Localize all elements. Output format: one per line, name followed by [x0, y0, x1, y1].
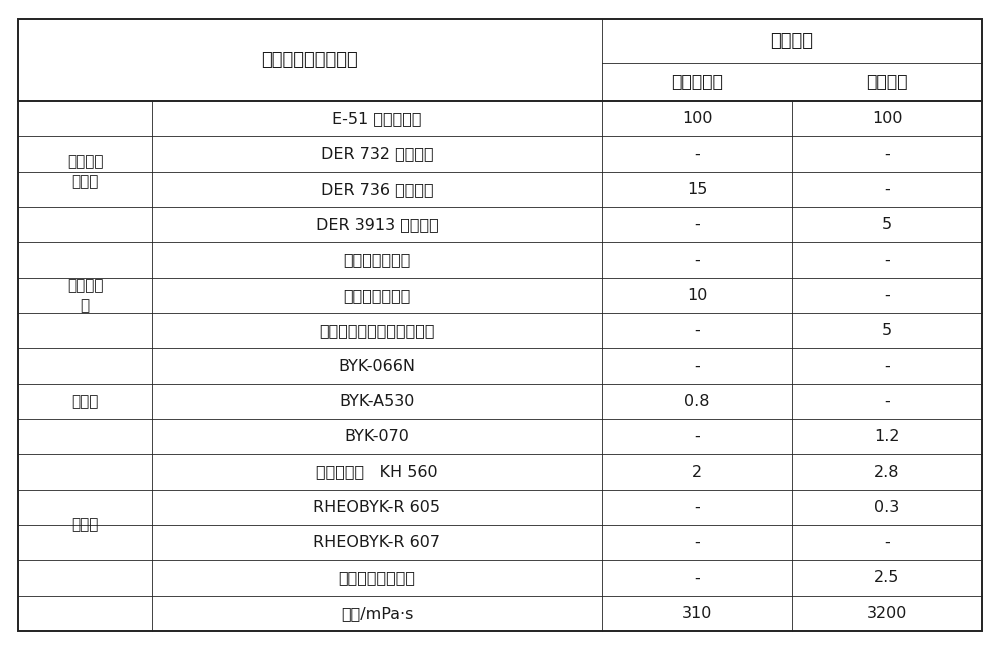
Text: -: - [884, 288, 890, 303]
Text: 苄基缩水甘油醚: 苄基缩水甘油醚 [343, 288, 411, 303]
Text: RHEOBYK-R 607: RHEOBYK-R 607 [313, 535, 440, 550]
Text: 柔韧型环
氧树脂: 柔韧型环 氧树脂 [67, 154, 103, 189]
Text: DER 3913 环氧树脂: DER 3913 环氧树脂 [316, 217, 438, 232]
Text: 活性稀释
剂: 活性稀释 剂 [67, 278, 103, 313]
Text: 丁基缩水甘油醚: 丁基缩水甘油醚 [343, 252, 411, 267]
Text: 层间处理剂: 层间处理剂 [671, 73, 723, 91]
Text: BYK-A530: BYK-A530 [339, 394, 415, 409]
Text: 2.5: 2.5 [874, 570, 900, 585]
Text: -: - [694, 570, 700, 585]
Text: BYK-066N: BYK-066N [338, 358, 415, 374]
Text: 5: 5 [882, 217, 892, 232]
Text: 环氧中涂: 环氧中涂 [866, 73, 908, 91]
Text: 15: 15 [687, 182, 707, 197]
Text: 100: 100 [682, 111, 712, 126]
Text: -: - [694, 535, 700, 550]
Text: -: - [694, 147, 700, 162]
Text: 100: 100 [872, 111, 902, 126]
Text: 0.8: 0.8 [684, 394, 710, 409]
Text: 组分（以重量份计）: 组分（以重量份计） [262, 51, 358, 69]
Text: 310: 310 [682, 606, 712, 621]
Text: -: - [884, 394, 890, 409]
Text: -: - [694, 500, 700, 515]
Text: 十二至十四烷基缩水甘油醚: 十二至十四烷基缩水甘油醚 [319, 323, 435, 338]
Text: 消泡剂: 消泡剂 [71, 394, 99, 409]
Text: 5: 5 [882, 323, 892, 338]
Text: BYK-070: BYK-070 [345, 429, 409, 444]
Text: RHEOBYK-R 605: RHEOBYK-R 605 [313, 500, 440, 515]
Text: -: - [694, 358, 700, 374]
Text: -: - [884, 182, 890, 197]
Text: DER 732 环氧树脂: DER 732 环氧树脂 [321, 147, 433, 162]
Text: -: - [694, 323, 700, 338]
Text: 实施例二: 实施例二 [770, 32, 814, 50]
Text: 2.8: 2.8 [874, 465, 900, 480]
Text: 2: 2 [692, 465, 702, 480]
Text: 粘度/mPa·s: 粘度/mPa·s [341, 606, 413, 621]
Text: -: - [884, 252, 890, 267]
Text: 0.3: 0.3 [874, 500, 900, 515]
Text: 10: 10 [687, 288, 707, 303]
Text: -: - [694, 217, 700, 232]
Text: -: - [694, 252, 700, 267]
Text: 止流剂: 止流剂 [71, 517, 99, 532]
Text: 3200: 3200 [867, 606, 907, 621]
Text: 硅烷偶联剂   KH 560: 硅烷偶联剂 KH 560 [316, 465, 438, 480]
Text: 亲水气相二氧化硅: 亲水气相二氧化硅 [338, 570, 415, 585]
Text: -: - [884, 358, 890, 374]
Text: 1.2: 1.2 [874, 429, 900, 444]
Text: -: - [694, 429, 700, 444]
Text: DER 736 环氧树脂: DER 736 环氧树脂 [321, 182, 433, 197]
Text: -: - [884, 535, 890, 550]
Text: -: - [884, 147, 890, 162]
Text: E-51 型环氧树脂: E-51 型环氧树脂 [332, 111, 422, 126]
